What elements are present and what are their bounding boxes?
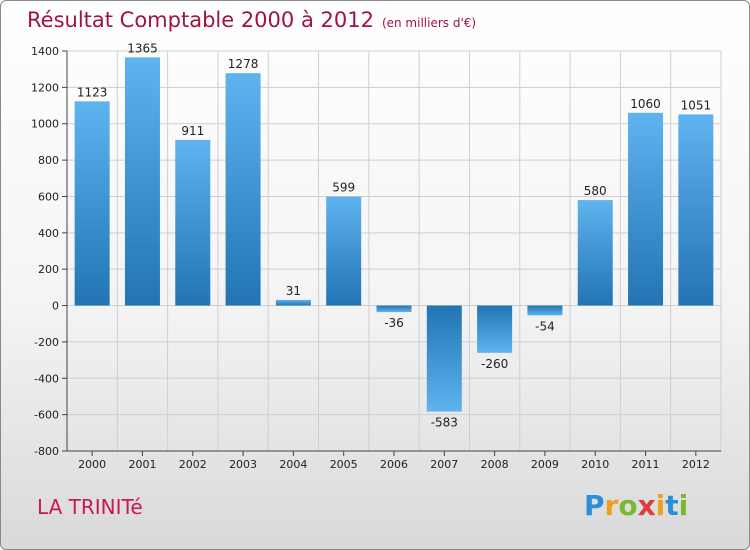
y-tick-label: 200 (38, 263, 59, 276)
chart-title-main: Résultat Comptable 2000 à 2012 (27, 8, 374, 32)
data-label: -36 (384, 316, 404, 330)
y-tick-label: -200 (34, 336, 59, 349)
y-tick-label: 600 (38, 190, 59, 203)
data-label: 580 (584, 184, 607, 198)
y-tick-label: 800 (38, 154, 59, 167)
bar (326, 196, 362, 306)
logo-letter: r (604, 489, 619, 522)
bar (225, 73, 261, 306)
x-tick-label: 2011 (632, 458, 660, 471)
x-tick-label: 2001 (128, 458, 156, 471)
x-tick-label: 2004 (279, 458, 307, 471)
bar (577, 200, 613, 306)
axes: -800 -600 -400 -200 0 200 400 600 800 1000 1200 140… (31, 45, 721, 471)
bar (527, 305, 563, 316)
y-tick-label: 0 (52, 300, 59, 313)
x-tick-label: 2006 (380, 458, 408, 471)
y-tick-label: -800 (34, 445, 59, 458)
data-label: 1365 (127, 41, 158, 55)
bar (74, 101, 110, 306)
data-label: 1123 (77, 85, 108, 99)
x-tick-label: 2002 (179, 458, 207, 471)
bar (628, 112, 664, 306)
logo-letter: i (678, 489, 689, 522)
x-tick-label: 2007 (430, 458, 458, 471)
x-tick-label: 2012 (682, 458, 710, 471)
data-label: -54 (535, 319, 555, 333)
y-tick-label: 400 (38, 227, 59, 240)
logo-letter: t (665, 489, 679, 522)
chart-subtitle: (en milliers d'€) (381, 16, 477, 30)
x-tick-label: 2003 (229, 458, 257, 471)
y-tick-label: 1400 (31, 45, 59, 58)
bar (678, 114, 714, 306)
x-tick-label: 2010 (581, 458, 609, 471)
data-label: 1278 (228, 57, 259, 71)
y-tick-label: 1000 (31, 118, 59, 131)
data-label: 599 (332, 181, 355, 195)
chart-title: Résultat Comptable 2000 à 2012 (en millie… (27, 8, 476, 32)
y-tick-label: 1200 (31, 81, 59, 94)
data-label: -260 (481, 357, 508, 371)
grid-lines (66, 50, 722, 452)
data-label: 1060 (630, 97, 661, 111)
x-tick-label: 2005 (330, 458, 358, 471)
logo-letter: x (637, 489, 656, 522)
bar (477, 305, 513, 353)
data-label: -583 (431, 416, 458, 430)
data-label: 1051 (681, 98, 712, 112)
bar (376, 305, 412, 313)
logo-letter: o (618, 489, 638, 522)
bar (426, 305, 462, 412)
bar (124, 57, 160, 306)
bar (175, 139, 211, 306)
logo-letter: i (655, 489, 666, 522)
x-tick-label: 2008 (481, 458, 509, 471)
proxiti-logo: Proxiti (584, 489, 688, 522)
x-tick-label: 2000 (78, 458, 106, 471)
x-tick-label: 2009 (531, 458, 559, 471)
bar (275, 299, 311, 306)
data-label: 31 (286, 284, 301, 298)
bars: 1123 1365 911 1278 31 599 -36 -583 -260 -54 580 106… (74, 41, 714, 430)
data-label: 911 (181, 124, 204, 138)
logo-letter: P (584, 489, 605, 522)
y-tick-label: -600 (34, 409, 59, 422)
place-name: LA TRINITé (37, 495, 143, 519)
y-tick-label: -400 (34, 372, 59, 385)
